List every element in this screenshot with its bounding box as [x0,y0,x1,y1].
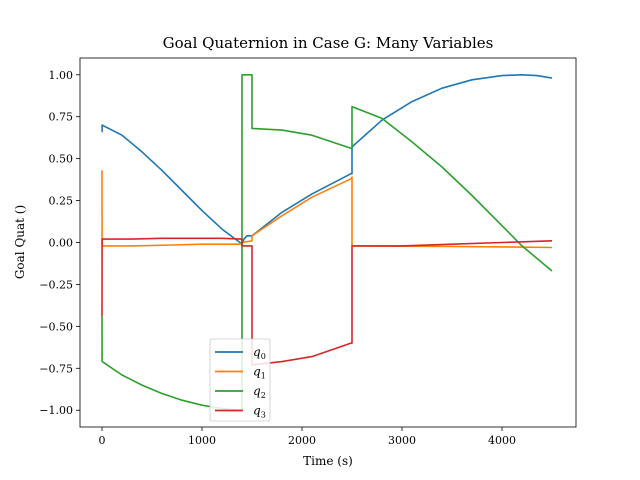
y-tick-label: −0.50 [39,320,73,333]
y-axis: −1.00 −0.75 −0.50 −0.25 0.00 0.25 0.50 0.75 1.00 [39,69,80,417]
legend-label-q3: q3 [253,404,266,420]
y-tick-label: 1.00 [49,69,74,82]
y-tick-label: −0.25 [39,278,73,291]
legend-label-q0: q0 [253,345,266,361]
x-axis-label: Time (s) [303,454,353,468]
x-axis: 0 1000 2000 3000 4000 [99,427,516,447]
series-line-q3 [101,237,553,366]
legend: q0 q1 q2 q3 [209,338,271,422]
x-tick-label: 0 [99,434,106,447]
y-tick-label: 0.25 [49,195,74,208]
x-tick-label: 3000 [388,434,416,447]
legend-box [209,338,271,422]
x-tick-label: 1000 [188,434,216,447]
series-line-q0 [101,74,553,245]
y-tick-label: −0.75 [39,362,73,375]
y-axis-label: Goal Quat () [13,205,27,279]
x-tick-label: 2000 [288,434,316,447]
y-tick-label: 0.75 [49,111,74,124]
chart-title: Goal Quaternion in Case G: Many Variable… [163,34,494,52]
y-tick-label: 0.00 [49,237,74,250]
series-line-q2 [101,74,553,412]
legend-label-q1: q1 [253,365,266,381]
legend-label-q2: q2 [253,384,266,400]
y-tick-label: −1.00 [39,404,73,417]
x-tick-label: 4000 [488,434,516,447]
plot-area [101,74,553,412]
y-tick-label: 0.50 [49,153,74,166]
